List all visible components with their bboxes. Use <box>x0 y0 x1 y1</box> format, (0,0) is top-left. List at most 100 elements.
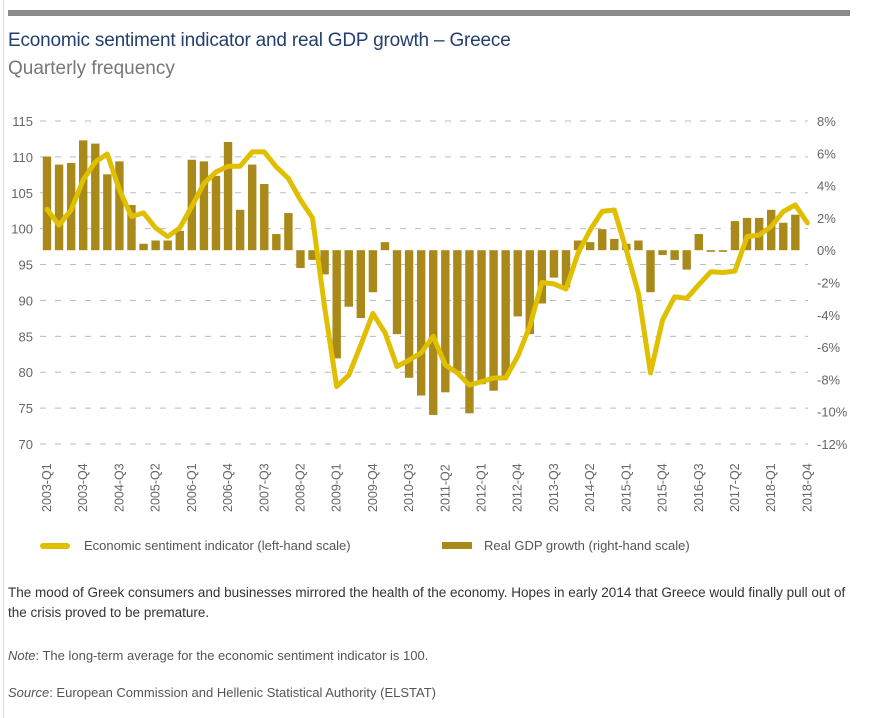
gdp-bar <box>561 250 571 288</box>
x-tick-label: 2003-Q4 <box>76 463 90 512</box>
left-tick-label: 85 <box>19 329 33 344</box>
left-tick-label: 90 <box>19 293 33 308</box>
x-tick-label: 2018-Q4 <box>800 463 814 512</box>
gdp-bar <box>115 161 124 251</box>
left-tick-label: 105 <box>11 186 33 201</box>
note-text: Note: The long-term average for the econ… <box>8 648 428 663</box>
gdp-bar <box>682 250 691 270</box>
right-tick-label: -10% <box>817 405 848 420</box>
x-tick-label: 2012-Q1 <box>475 463 489 512</box>
gdp-bar <box>392 250 402 335</box>
gdp-bar <box>272 234 281 251</box>
x-tick-label: 2011-Q2 <box>438 464 452 512</box>
right-tick-label: -2% <box>817 276 841 291</box>
gdp-bar <box>441 250 450 393</box>
gdp-bar <box>742 217 752 251</box>
chart-area: 115 110 105 100 95 90 85 80 75 70 8% 6% 4% 2% 0% -2% -4%… <box>11 114 848 512</box>
gdp-bar <box>706 250 716 252</box>
chart-title: Economic sentiment indicator and real GD… <box>8 30 511 51</box>
gdp-bar <box>646 250 655 293</box>
note-label: Note <box>8 648 36 663</box>
gdp-bar <box>718 250 728 252</box>
right-tick-label: 2% <box>817 211 836 226</box>
gdp-bar <box>404 250 414 378</box>
x-tick-label: 2013-Q3 <box>547 463 561 512</box>
gdp-bar <box>91 143 100 251</box>
x-tick-label: 2018-Q1 <box>764 463 778 512</box>
x-tick-label: 2006-Q1 <box>185 463 199 512</box>
x-tick-label: 2010-Q3 <box>402 463 416 512</box>
x-tick-label: 2007-Q3 <box>257 463 271 512</box>
x-tick-label: 2016-Q3 <box>692 463 706 512</box>
x-tick-label: 2003-Q1 <box>40 463 54 512</box>
gdp-bar <box>585 242 595 251</box>
source-body: : European Commission and Hellenic Stati… <box>49 685 436 700</box>
gdp-bar <box>380 242 390 251</box>
gdp-bar <box>767 209 776 251</box>
x-tick-label: 2012-Q4 <box>511 463 525 512</box>
gdp-bar <box>320 250 329 275</box>
gdp-bar <box>332 250 341 359</box>
x-tick-label: 2008-Q2 <box>293 463 307 512</box>
gdp-bar <box>429 250 438 415</box>
gdp-bar <box>175 230 184 251</box>
gdp-bar <box>477 250 486 385</box>
x-tick-label: 2004-Q3 <box>112 463 126 512</box>
gdp-bar <box>163 240 172 251</box>
right-tick-label: 6% <box>817 146 836 161</box>
x-tick-label: 2014-Q2 <box>583 463 597 512</box>
gdp-bar <box>103 174 112 251</box>
left-tick-label: 95 <box>19 258 33 273</box>
gdp-bar <box>549 250 559 278</box>
gdp-bar <box>465 250 474 414</box>
gdp-bar <box>296 250 305 268</box>
right-tick-label: -4% <box>817 308 841 323</box>
gdp-bar <box>79 140 88 251</box>
gdp-bar <box>368 250 378 293</box>
gdp-bar <box>284 213 293 251</box>
gdp-bar <box>151 240 160 251</box>
gdp-bar <box>308 250 317 260</box>
legend-line-swatch <box>40 542 70 549</box>
right-tick-label: -12% <box>817 437 848 452</box>
left-tick-label: 115 <box>12 114 33 129</box>
gdp-bar <box>779 222 788 251</box>
sentiment-line <box>44 149 810 390</box>
x-tick-label: 2005-Q2 <box>149 463 163 512</box>
left-tick-label: 70 <box>19 437 33 452</box>
gdp-bar <box>223 141 233 251</box>
chart-subtitle: Quarterly frequency <box>8 58 175 79</box>
gdp-bar <box>127 204 136 251</box>
gdp-bar <box>525 250 534 335</box>
legend-item-gdp: Real GDP growth (right-hand scale) <box>442 538 690 553</box>
gdp-bar <box>537 250 547 304</box>
gdp-bar <box>235 209 245 251</box>
gdp-bar <box>501 250 510 377</box>
source-label: Source <box>8 685 50 700</box>
gdp-bar <box>598 229 607 251</box>
gdp-bar <box>54 164 64 251</box>
gdp-bar <box>199 161 209 251</box>
gdp-bar <box>260 183 269 251</box>
x-tick-label: 2015-Q1 <box>619 463 633 512</box>
gdp-bar <box>211 175 221 251</box>
left-tick-label: 75 <box>19 401 33 416</box>
right-tick-label: 4% <box>817 179 836 194</box>
gdp-bar <box>489 250 498 391</box>
description-text: The mood of Greek consumers and business… <box>8 585 846 620</box>
gdp-bar <box>670 250 679 260</box>
gdp-bar <box>694 234 703 251</box>
x-tick-label: 2009-Q4 <box>366 463 380 512</box>
gdp-bar <box>730 221 740 251</box>
gdp-bar <box>791 214 800 251</box>
right-tick-label: 0% <box>817 243 836 258</box>
legend-bar-swatch <box>442 542 472 549</box>
gdp-bar <box>453 250 462 372</box>
legend-label-sentiment: Economic sentiment indicator (left-hand … <box>84 538 351 553</box>
frame-border <box>3 0 4 718</box>
x-tick-label: 2015-Q4 <box>656 463 670 512</box>
right-tick-label: -6% <box>817 340 841 355</box>
right-tick-label: 8% <box>817 114 836 129</box>
legend-label-gdp: Real GDP growth (right-hand scale) <box>484 538 690 553</box>
gdp-bar <box>247 164 257 251</box>
